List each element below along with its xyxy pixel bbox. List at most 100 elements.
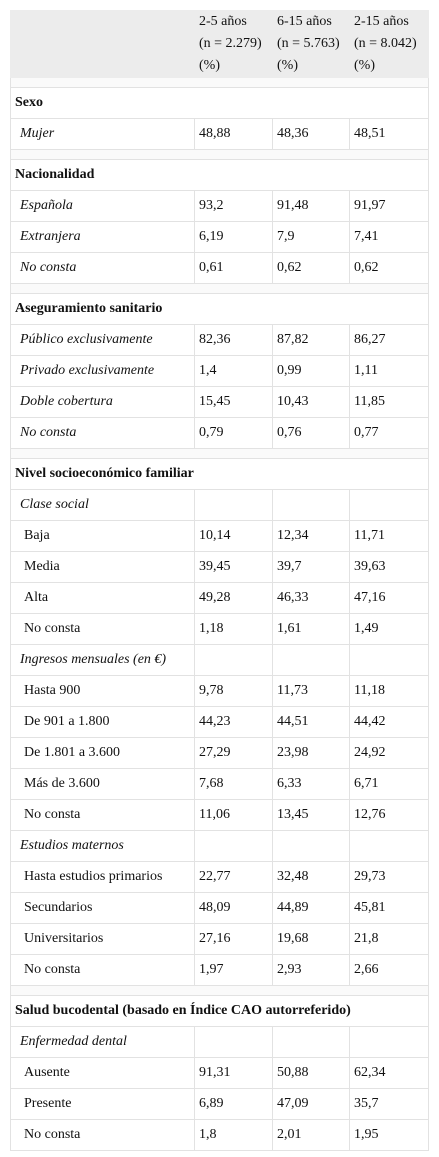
row-label: De 1.801 a 3.600: [10, 737, 195, 769]
value-cell: 24,92: [349, 737, 429, 769]
header-line: (%): [277, 58, 298, 73]
spacer-row: [10, 149, 429, 160]
value-cell: 49,28: [194, 582, 273, 614]
value-cell: 35,7: [349, 1088, 429, 1120]
row-label: Doble cobertura: [10, 386, 195, 418]
data-row: Española 93,2 91,48 91,97: [10, 190, 429, 222]
value-cell: 15,45: [194, 386, 273, 418]
value-cell: 93,2: [194, 190, 273, 222]
value-cell: 1,97: [194, 954, 273, 986]
value-cell: 6,19: [194, 221, 273, 253]
spacer-cell: [10, 448, 429, 459]
data-row: No consta 0,79 0,76 0,77: [10, 417, 429, 449]
data-row: Más de 3.600 7,68 6,33 6,71: [10, 768, 429, 800]
value-cell: 23,98: [272, 737, 350, 769]
data-row: Secundarios 48,09 44,89 45,81: [10, 892, 429, 924]
data-row: Doble cobertura 15,45 10,43 11,85: [10, 386, 429, 418]
group-row: Enfermedad dental: [10, 1026, 429, 1058]
header-cell: 2-5 años (n = 2.279) (%): [194, 10, 273, 78]
empty-cell: [194, 1026, 273, 1058]
empty-cell: [349, 830, 429, 862]
value-cell: 0,76: [272, 417, 350, 449]
header-line: 2-15 años: [354, 14, 409, 29]
row-label: Privado exclusivamente: [10, 355, 195, 387]
value-cell: 47,16: [349, 582, 429, 614]
header-cell: 2-15 años (n = 8.042) (%): [349, 10, 429, 78]
data-row: No consta 1,97 2,93 2,66: [10, 954, 429, 986]
row-label: No consta: [10, 252, 195, 284]
value-cell: 39,7: [272, 551, 350, 583]
value-cell: 11,06: [194, 799, 273, 831]
row-label: Baja: [10, 520, 195, 552]
section-row: Nacionalidad: [10, 159, 429, 191]
value-cell: 1,18: [194, 613, 273, 645]
value-cell: 48,88: [194, 118, 273, 150]
value-cell: 1,61: [272, 613, 350, 645]
value-cell: 91,97: [349, 190, 429, 222]
value-cell: 82,36: [194, 324, 273, 356]
value-cell: 27,16: [194, 923, 273, 955]
section-title: Nivel socioeconómico familiar: [10, 458, 429, 490]
value-cell: 86,27: [349, 324, 429, 356]
section-title: Sexo: [10, 87, 429, 119]
value-cell: 48,51: [349, 118, 429, 150]
header-line: 6-15 años: [277, 14, 332, 29]
empty-cell: [272, 644, 350, 676]
value-cell: 19,68: [272, 923, 350, 955]
data-row: De 1.801 a 3.600 27,29 23,98 24,92: [10, 737, 429, 769]
data-row: No consta 1,8 2,01 1,95: [10, 1119, 429, 1151]
value-cell: 91,31: [194, 1057, 273, 1089]
row-label: Extranjera: [10, 221, 195, 253]
row-label: Público exclusivamente: [10, 324, 195, 356]
value-cell: 22,77: [194, 861, 273, 893]
value-cell: 91,48: [272, 190, 350, 222]
section-row: Sexo: [10, 87, 429, 119]
table-body: 2-5 años (n = 2.279) (%) 6-15 años (n = 5.76…: [10, 10, 429, 1151]
row-label: No consta: [10, 417, 195, 449]
row-label: No consta: [10, 799, 195, 831]
spacer-row: [10, 985, 429, 996]
section-title: Salud bucodental (basado en Índice CAO a…: [10, 995, 429, 1027]
spacer-cell: [10, 985, 429, 996]
header-line: (n = 2.279): [199, 36, 262, 51]
data-row: No consta 11,06 13,45 12,76: [10, 799, 429, 831]
value-cell: 10,14: [194, 520, 273, 552]
data-row: Hasta 900 9,78 11,73 11,18: [10, 675, 429, 707]
row-label: Hasta 900: [10, 675, 195, 707]
value-cell: 0,62: [272, 252, 350, 284]
data-row: Mujer 48,88 48,36 48,51: [10, 118, 429, 150]
value-cell: 0,79: [194, 417, 273, 449]
spacer-row: [10, 448, 429, 459]
data-row: Alta 49,28 46,33 47,16: [10, 582, 429, 614]
row-label: No consta: [10, 613, 195, 645]
data-row: Hasta estudios primarios 22,77 32,48 29,73: [10, 861, 429, 893]
group-row: Clase social: [10, 489, 429, 521]
empty-cell: [194, 830, 273, 862]
value-cell: 27,29: [194, 737, 273, 769]
value-cell: 2,93: [272, 954, 350, 986]
empty-cell: [194, 644, 273, 676]
value-cell: 6,89: [194, 1088, 273, 1120]
value-cell: 87,82: [272, 324, 350, 356]
header-cell: 6-15 años (n = 5.763) (%): [272, 10, 350, 78]
data-row: No consta 1,18 1,61 1,49: [10, 613, 429, 645]
value-cell: 48,09: [194, 892, 273, 924]
data-row: Privado exclusivamente 1,4 0,99 1,11: [10, 355, 429, 387]
value-cell: 1,8: [194, 1119, 273, 1151]
value-cell: 10,43: [272, 386, 350, 418]
header-line: (%): [354, 58, 375, 73]
data-row: Universitarios 27,16 19,68 21,8: [10, 923, 429, 955]
spacer-cell: [10, 77, 429, 88]
group-title: Clase social: [10, 489, 195, 521]
value-cell: 1,49: [349, 613, 429, 645]
data-row: Público exclusivamente 82,36 87,82 86,27: [10, 324, 429, 356]
value-cell: 2,01: [272, 1119, 350, 1151]
value-cell: 6,71: [349, 768, 429, 800]
group-title: Enfermedad dental: [10, 1026, 195, 1058]
row-label: Hasta estudios primarios: [10, 861, 195, 893]
row-label: Mujer: [10, 118, 195, 150]
spacer-row: [10, 283, 429, 294]
row-label: Ausente: [10, 1057, 195, 1089]
row-label: Presente: [10, 1088, 195, 1120]
